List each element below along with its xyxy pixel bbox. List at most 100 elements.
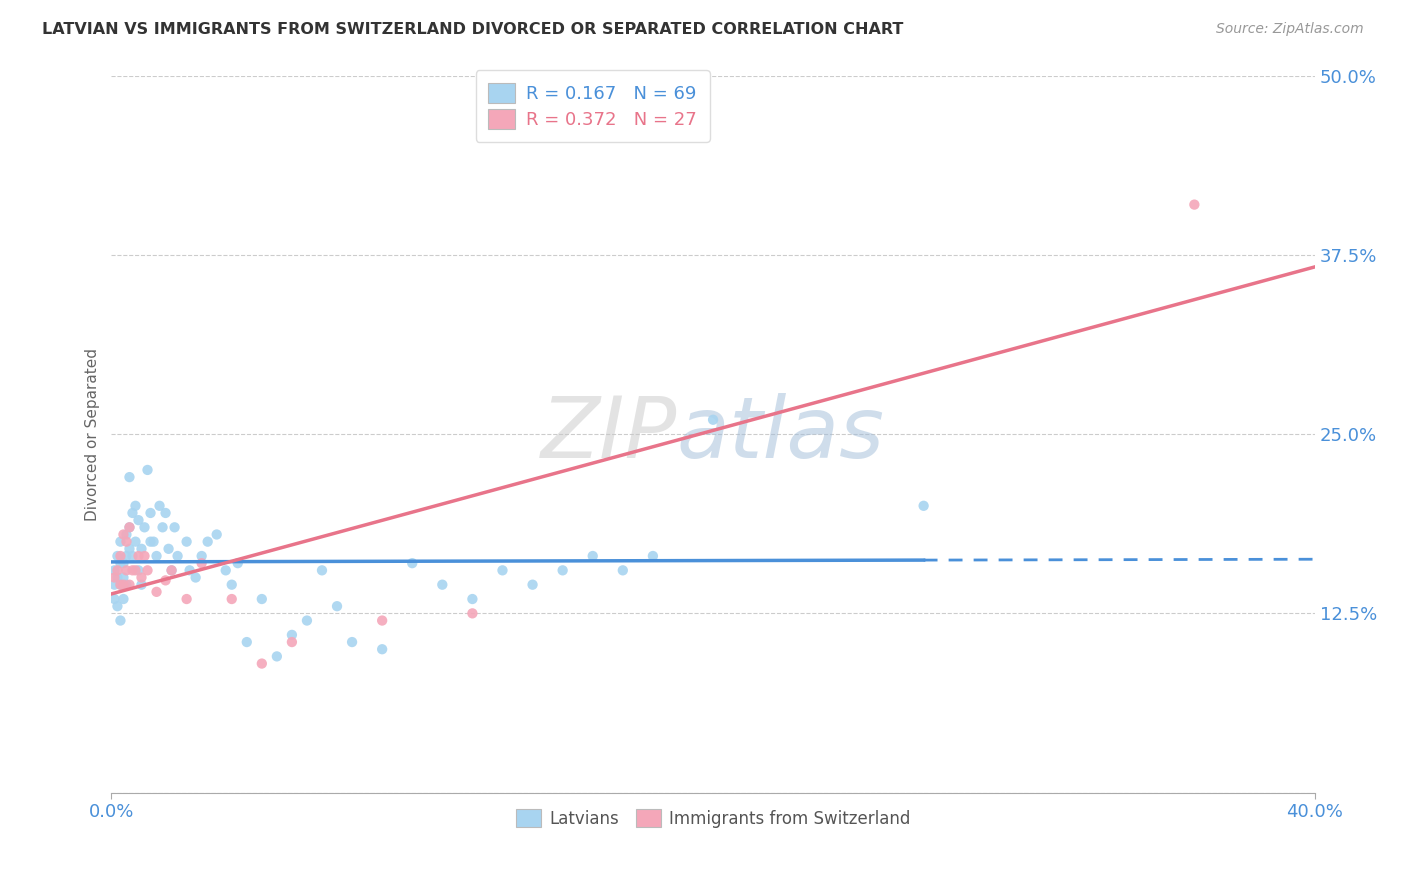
Point <box>110 556 132 570</box>
Point <box>912 499 935 513</box>
Point <box>250 657 273 671</box>
Point <box>190 549 212 563</box>
Point <box>131 577 153 591</box>
Point <box>112 577 135 591</box>
Point <box>142 534 165 549</box>
Point <box>491 563 513 577</box>
Point <box>266 649 288 664</box>
Point <box>103 570 125 584</box>
Point <box>221 577 243 591</box>
Point <box>281 635 304 649</box>
Point <box>160 563 183 577</box>
Point <box>115 534 138 549</box>
Text: LATVIAN VS IMMIGRANTS FROM SWITZERLAND DIVORCED OR SEPARATED CORRELATION CHART: LATVIAN VS IMMIGRANTS FROM SWITZERLAND D… <box>42 22 904 37</box>
Point <box>179 563 201 577</box>
Point <box>103 563 125 577</box>
Point <box>124 563 146 577</box>
Point <box>118 541 141 556</box>
Point <box>124 534 146 549</box>
Point <box>612 563 634 577</box>
Point <box>226 556 249 570</box>
Point <box>134 520 156 534</box>
Point <box>118 520 141 534</box>
Point <box>115 527 138 541</box>
Point <box>110 534 132 549</box>
Point <box>155 574 177 588</box>
Point <box>522 577 544 591</box>
Point <box>148 499 170 513</box>
Point <box>401 556 423 570</box>
Point <box>250 592 273 607</box>
Point <box>112 527 135 541</box>
Point <box>1182 197 1205 211</box>
Point <box>184 570 207 584</box>
Point <box>152 520 174 534</box>
Point <box>107 570 129 584</box>
Point <box>112 556 135 570</box>
Point <box>115 563 138 577</box>
Point <box>136 463 159 477</box>
Point <box>340 635 363 649</box>
Point <box>121 549 143 563</box>
Point <box>551 563 574 577</box>
Point <box>134 549 156 563</box>
Point <box>145 549 167 563</box>
Point <box>110 614 132 628</box>
Point <box>110 577 132 591</box>
Point <box>166 549 188 563</box>
Point <box>127 513 149 527</box>
Text: Source: ZipAtlas.com: Source: ZipAtlas.com <box>1216 22 1364 37</box>
Point <box>127 549 149 563</box>
Point <box>118 470 141 484</box>
Point <box>112 570 135 584</box>
Point <box>110 549 132 563</box>
Legend: Latvians, Immigrants from Switzerland: Latvians, Immigrants from Switzerland <box>509 803 917 835</box>
Point <box>157 541 180 556</box>
Y-axis label: Divorced or Separated: Divorced or Separated <box>86 348 100 521</box>
Point <box>131 541 153 556</box>
Point <box>103 577 125 591</box>
Point <box>163 520 186 534</box>
Point <box>432 577 454 591</box>
Text: atlas: atlas <box>676 392 884 475</box>
Point <box>127 563 149 577</box>
Point <box>190 556 212 570</box>
Point <box>121 506 143 520</box>
Point <box>107 563 129 577</box>
Point <box>112 592 135 607</box>
Text: ZIP: ZIP <box>541 392 676 475</box>
Point <box>160 563 183 577</box>
Point <box>371 642 394 657</box>
Point <box>311 563 333 577</box>
Point <box>236 635 259 649</box>
Point <box>461 592 484 607</box>
Point <box>115 549 138 563</box>
Point <box>295 614 318 628</box>
Point <box>205 527 228 541</box>
Point <box>155 506 177 520</box>
Point <box>103 592 125 607</box>
Point <box>371 614 394 628</box>
Point <box>641 549 664 563</box>
Point <box>131 570 153 584</box>
Point <box>107 599 129 614</box>
Point <box>121 563 143 577</box>
Point <box>461 607 484 621</box>
Point <box>197 534 219 549</box>
Point <box>281 628 304 642</box>
Point <box>118 520 141 534</box>
Point <box>136 563 159 577</box>
Point <box>145 585 167 599</box>
Point <box>124 499 146 513</box>
Point <box>582 549 605 563</box>
Point <box>139 506 162 520</box>
Point <box>115 577 138 591</box>
Point <box>110 577 132 591</box>
Point <box>118 577 141 591</box>
Point <box>139 534 162 549</box>
Point <box>176 592 198 607</box>
Point <box>107 549 129 563</box>
Point <box>176 534 198 549</box>
Point <box>326 599 349 614</box>
Point <box>221 592 243 607</box>
